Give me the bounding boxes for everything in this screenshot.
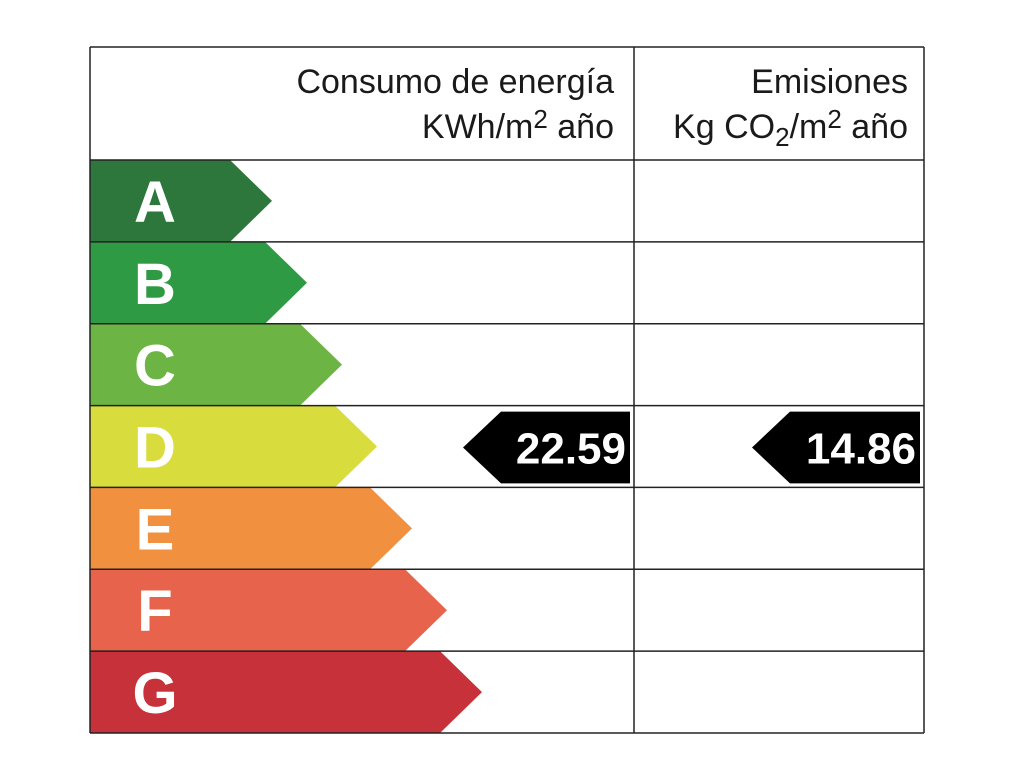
value-pointer bbox=[752, 411, 920, 484]
unit-part: Kg CO bbox=[673, 108, 775, 146]
rating-letter: G bbox=[132, 661, 177, 726]
rating-letter: F bbox=[137, 579, 172, 644]
energy-unit: KWh/m2 año bbox=[422, 104, 614, 146]
unit-part: 2 bbox=[775, 122, 789, 152]
unit-part: KWh/m bbox=[422, 108, 533, 146]
rating-letter: E bbox=[136, 497, 175, 562]
rating-arrow bbox=[90, 405, 377, 488]
value-label: 22.59 bbox=[516, 425, 626, 474]
emissions-unit: Kg CO2/m2 año bbox=[673, 104, 908, 152]
unit-part: año bbox=[842, 108, 908, 146]
rating-letter: C bbox=[134, 334, 176, 399]
rating-letter: A bbox=[134, 170, 176, 235]
rating-arrow bbox=[90, 651, 482, 733]
unit-part: año bbox=[548, 108, 614, 146]
value-label: 14.86 bbox=[806, 425, 916, 474]
rating-arrow bbox=[90, 569, 447, 652]
rating-arrow bbox=[90, 241, 307, 324]
value-pointer bbox=[463, 411, 630, 484]
unit-part: 2 bbox=[533, 104, 547, 134]
rating-letter: D bbox=[134, 416, 176, 481]
unit-part: 2 bbox=[827, 104, 841, 134]
rating-arrow bbox=[90, 160, 272, 242]
rating-arrow bbox=[90, 487, 412, 570]
rating-letter: B bbox=[134, 252, 176, 317]
unit-part: /m bbox=[790, 108, 828, 146]
energy-title: Consumo de energía bbox=[296, 63, 614, 101]
emissions-title: Emisiones bbox=[751, 63, 908, 101]
rating-arrow bbox=[90, 323, 342, 406]
